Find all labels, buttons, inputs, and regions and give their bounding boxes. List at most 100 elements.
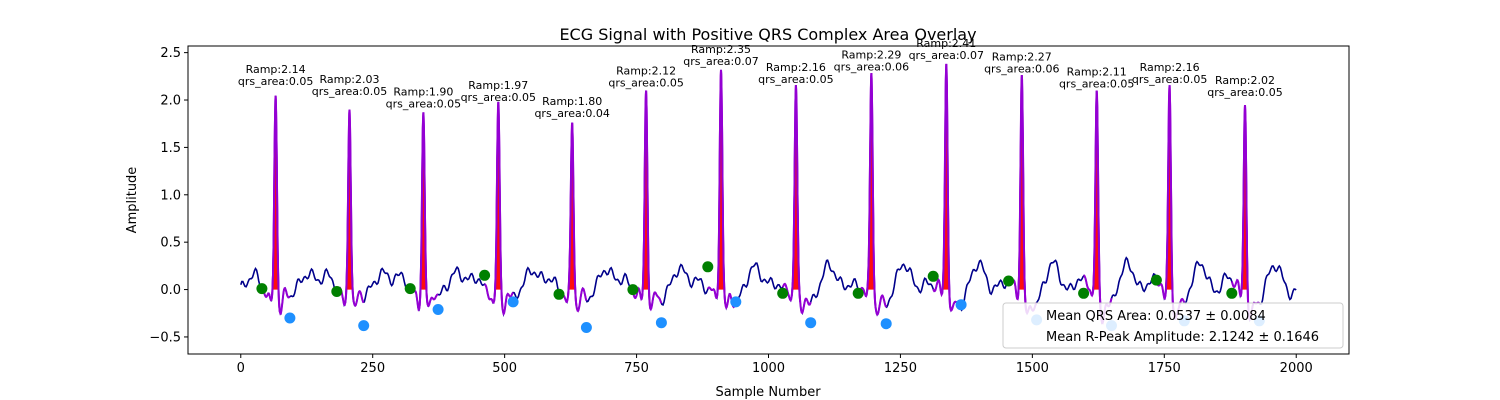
r-amplitude-label: Ramp:2.14 (246, 63, 306, 76)
x-tick-label: 250 (360, 361, 385, 376)
legend-entry-mean-qrs-area: Mean QRS Area: 0.0537 ± 0.0084 (1046, 309, 1266, 324)
qrs-area-label: qrs_area:0.05 (608, 77, 683, 90)
qrs-onset-marker (1226, 287, 1238, 299)
qrs-offset-marker (507, 296, 519, 308)
r-peak-line (493, 101, 504, 309)
x-tick-label: 1250 (884, 361, 917, 376)
r-amplitude-label: Ramp:1.80 (542, 95, 602, 108)
qrs-onset-marker (927, 270, 939, 282)
r-peak-line (1239, 105, 1251, 319)
qrs-onset-marker (553, 288, 565, 300)
r-peak-line (418, 112, 429, 310)
r-peak-line (1016, 75, 1027, 310)
qrs-onset-marker (852, 287, 864, 299)
r-peak-line (1164, 85, 1175, 315)
qrs-area-label: qrs_area:0.06 (984, 62, 1059, 75)
legend-entry-mean-r-peak-amplitude: Mean R-Peak Amplitude: 2.1242 ± 0.1646 (1046, 330, 1319, 345)
qrs-area-label: qrs_area:0.05 (1132, 73, 1207, 86)
qrs-offset-marker (805, 317, 817, 329)
x-tick-label: 1750 (1148, 361, 1181, 376)
qrs-offset-marker (655, 317, 667, 329)
qrs-onset-marker (1003, 275, 1015, 287)
qrs-positive-area (1164, 85, 1174, 290)
qrs-area-label: qrs_area:0.05 (461, 91, 536, 104)
r-peak-line (567, 122, 578, 306)
qrs-offset-marker (955, 299, 967, 311)
y-tick-label: −0.5 (149, 330, 181, 345)
r-amplitude-label: Ramp:2.16 (766, 61, 826, 74)
axis-ticks: 0 250 500 750 1000 1250 1500 1750 2000 −0.5 0.0 0.5… (149, 46, 1312, 376)
r-peak-line (344, 109, 355, 303)
qrs-onset-marker (1078, 287, 1090, 299)
r-amplitude-label: Ramp:2.11 (1067, 66, 1127, 79)
qrs-area-label: qrs_area:0.05 (238, 75, 313, 88)
r-amplitude-label: Ramp:1.90 (393, 86, 453, 99)
y-tick-label: 1.5 (160, 141, 181, 156)
qrs-onset-marker (331, 286, 343, 297)
qrs-onset-marker (404, 283, 416, 295)
qrs-offset-marker (730, 296, 742, 308)
r-amplitude-label: Ramp:2.12 (616, 65, 676, 78)
r-peak-line (640, 90, 652, 309)
qrs-area-label: qrs_area:0.05 (1207, 86, 1282, 99)
qrs-onset-marker (777, 287, 789, 299)
r-peak-line (866, 73, 877, 308)
chart-title: ECG Signal with Positive QRS Complex Are… (559, 25, 976, 44)
r-peak-line (715, 69, 727, 304)
y-tick-label: 0.5 (160, 236, 181, 251)
qrs-offset-marker (432, 304, 444, 315)
y-axis-label: Amplitude (125, 167, 140, 234)
qrs-area-label: qrs_area:0.05 (386, 98, 461, 111)
qrs-offset-marker (880, 318, 892, 330)
r-amplitude-label: Ramp:2.29 (841, 49, 901, 62)
r-amplitude-label: Ramp:1.97 (468, 79, 528, 92)
r-amplitude-label: Ramp:2.27 (992, 50, 1052, 63)
x-axis-label: Sample Number (715, 385, 821, 400)
legend-box (1002, 302, 1344, 349)
x-tick-label: 1500 (1016, 361, 1049, 376)
qrs-area-label: qrs_area:0.05 (1059, 78, 1134, 91)
x-tick-label: 500 (492, 361, 517, 376)
y-tick-label: 2.5 (160, 46, 181, 61)
y-tick-label: 0.0 (160, 283, 181, 298)
qrs-area-label: qrs_area:0.06 (834, 61, 909, 74)
qrs-onset-marker (1150, 274, 1162, 286)
qrs-area-label: qrs_area:0.04 (534, 107, 609, 120)
r-peak-line (790, 85, 802, 302)
qrs-offset-marker (358, 320, 370, 332)
legend: Mean QRS Area: 0.0537 ± 0.0084 Mean R-Pe… (1002, 302, 1344, 349)
qrs-onset-marker (702, 261, 714, 273)
qrs-area-label: qrs_area:0.07 (683, 55, 758, 68)
qrs-offset-marker (580, 322, 592, 333)
qrs-onset-marker (256, 283, 268, 295)
r-peak-line (270, 95, 281, 312)
qrs-area-label: qrs_area:0.05 (758, 73, 833, 86)
qrs-area-label: qrs_area:0.05 (312, 85, 387, 98)
y-tick-label: 2.0 (160, 94, 181, 109)
x-tick-label: 1000 (752, 361, 785, 376)
r-amplitude-label: Ramp:2.41 (916, 37, 976, 50)
x-tick-label: 2000 (1280, 361, 1313, 376)
qrs-onset-marker (627, 284, 639, 296)
r-amplitude-label: Ramp:2.03 (319, 73, 379, 86)
r-peak-line (1091, 90, 1102, 316)
qrs-area-label: qrs_area:0.07 (909, 49, 984, 62)
y-tick-label: 1.0 (160, 188, 181, 203)
r-peak-line (941, 63, 952, 310)
x-tick-label: 0 (237, 361, 245, 376)
r-amplitude-label: Ramp:2.16 (1140, 61, 1200, 74)
qrs-onset-marker (479, 269, 491, 281)
r-amplitude-label: Ramp:2.02 (1215, 74, 1275, 87)
x-tick-label: 750 (624, 361, 649, 376)
